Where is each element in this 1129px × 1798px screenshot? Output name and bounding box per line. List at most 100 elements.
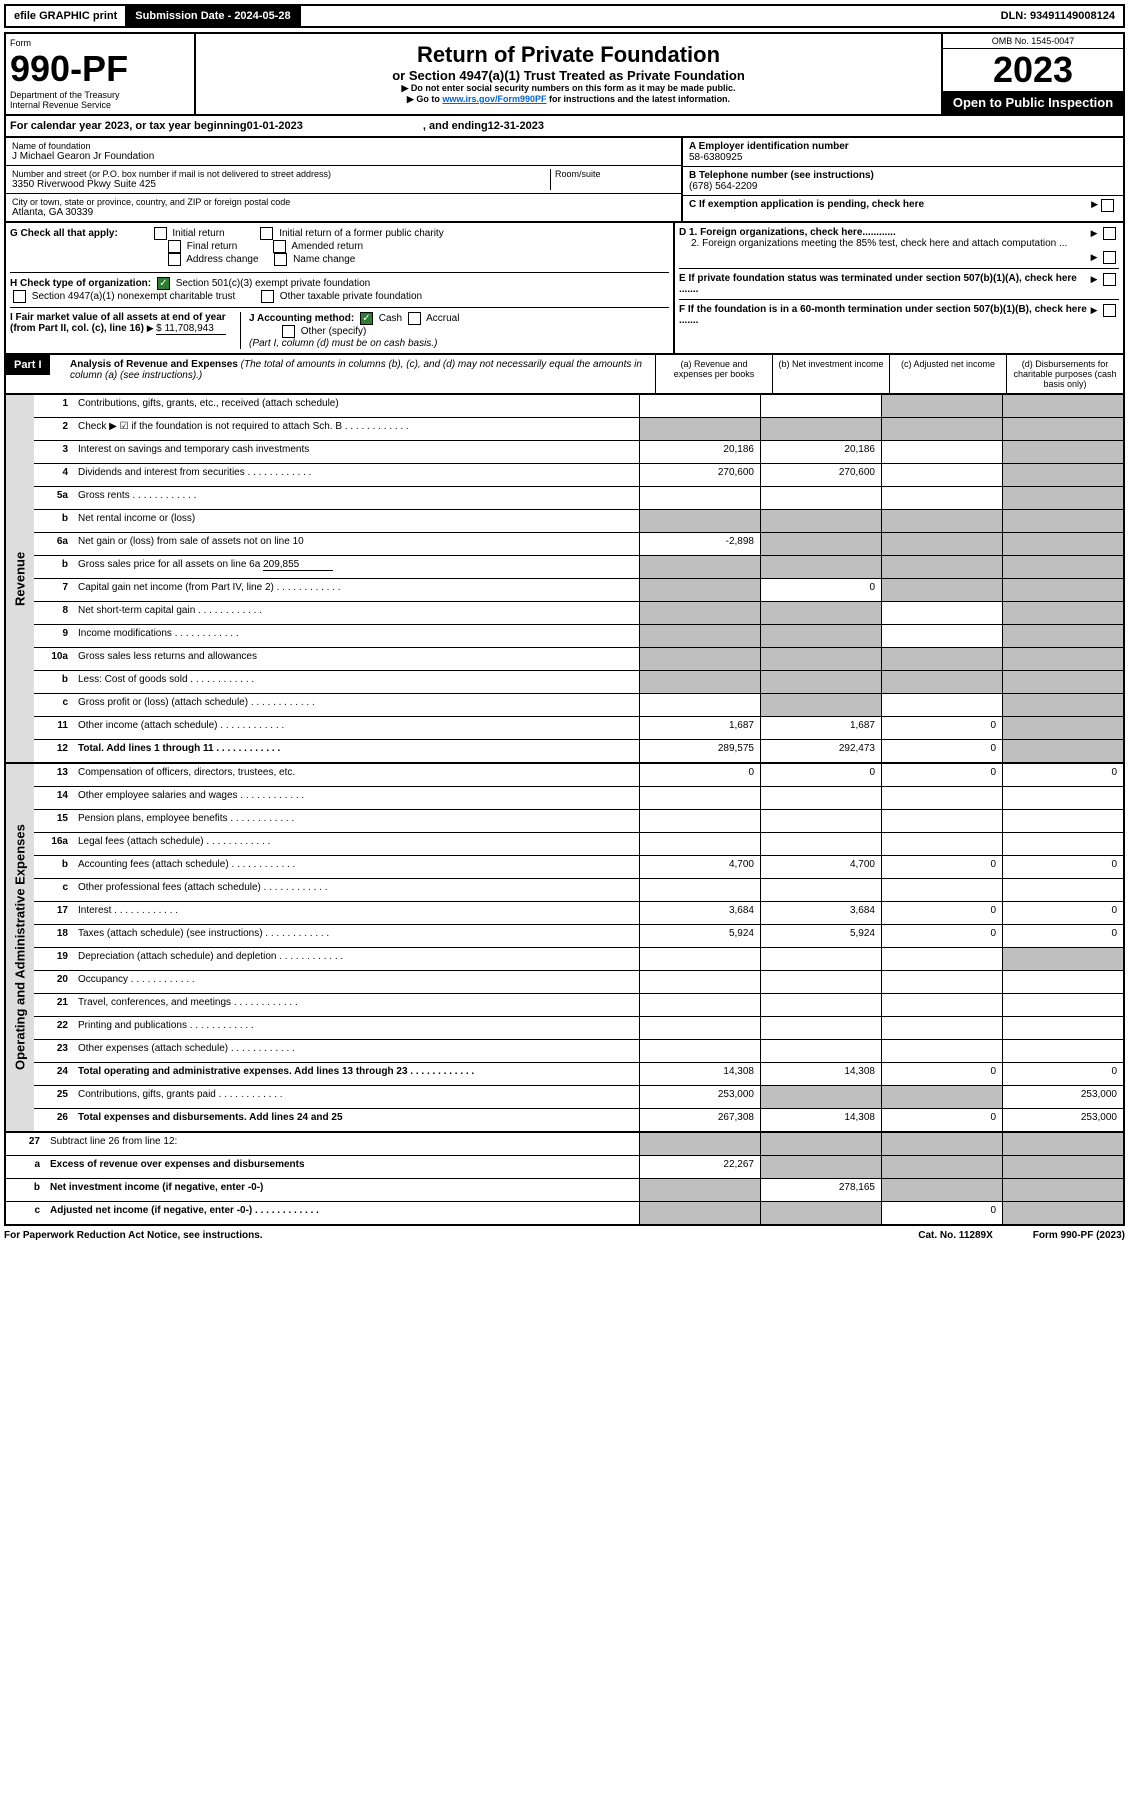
value-cell [760, 810, 881, 832]
line-desc: Less: Cost of goods sold [74, 671, 639, 693]
table-row: aExcess of revenue over expenses and dis… [6, 1156, 1123, 1179]
d2-label: 2. Foreign organizations meeting the 85%… [679, 238, 1091, 249]
table-row: 11Other income (attach schedule)1,6871,6… [34, 717, 1123, 740]
name-change-cb[interactable] [274, 253, 287, 266]
table-row: cOther professional fees (attach schedul… [34, 879, 1123, 902]
other-method-cb[interactable] [282, 325, 295, 338]
grey-cell [760, 1202, 881, 1224]
line-desc: Other expenses (attach schedule) [74, 1040, 639, 1062]
open-inspection: Open to Public Inspection [943, 91, 1123, 114]
line-desc: Income modifications [74, 625, 639, 647]
omb-number: OMB No. 1545-0047 [943, 34, 1123, 49]
value-cell: 0 [1002, 925, 1123, 947]
d1-cb[interactable] [1103, 227, 1116, 240]
value-cell: 253,000 [639, 1086, 760, 1108]
value-cell [881, 464, 1002, 486]
grey-cell [760, 533, 881, 555]
value-cell [639, 994, 760, 1016]
line-desc: Interest [74, 902, 639, 924]
pra-notice: For Paperwork Reduction Act Notice, see … [4, 1230, 263, 1241]
value-cell: 0 [881, 1109, 1002, 1131]
line-number: a [6, 1156, 46, 1178]
table-row: 24Total operating and administrative exp… [34, 1063, 1123, 1086]
final-return-cb[interactable] [168, 240, 181, 253]
value-cell: 0 [881, 1202, 1002, 1224]
value-cell: 5,924 [639, 925, 760, 947]
value-cell: 0 [1002, 856, 1123, 878]
line-desc: Taxes (attach schedule) (see instruction… [74, 925, 639, 947]
cash-cb[interactable] [360, 312, 373, 325]
line-number: 6a [34, 533, 74, 555]
grey-cell [1002, 395, 1123, 417]
value-cell: 0 [881, 902, 1002, 924]
table-row: 27Subtract line 26 from line 12: [6, 1133, 1123, 1156]
value-cell [881, 625, 1002, 647]
f-cb[interactable] [1103, 304, 1116, 317]
value-cell [639, 948, 760, 970]
f-label: F If the foundation is in a 60-month ter… [679, 304, 1091, 326]
line-number: 14 [34, 787, 74, 809]
line-number: 24 [34, 1063, 74, 1085]
value-cell [1002, 994, 1123, 1016]
form-note2: ▶ Go to www.irs.gov/Form990PF for instru… [204, 94, 933, 105]
room-label: Room/suite [555, 169, 675, 179]
c-checkbox[interactable] [1101, 199, 1114, 212]
initial-return-cb[interactable] [154, 227, 167, 240]
line-desc: Net gain or (loss) from sale of assets n… [74, 533, 639, 555]
grey-cell [760, 418, 881, 440]
line-number: 8 [34, 602, 74, 624]
grey-cell [639, 1133, 760, 1155]
d2-cb[interactable] [1103, 251, 1116, 264]
table-row: 22Printing and publications [34, 1017, 1123, 1040]
part1-header: Part I Analysis of Revenue and Expenses … [4, 355, 1125, 395]
grey-cell [1002, 694, 1123, 716]
value-cell: 1,687 [760, 717, 881, 739]
table-row: bNet investment income (if negative, ent… [6, 1179, 1123, 1202]
year-begin: 01-01-2023 [247, 120, 303, 132]
value-cell: 0 [1002, 1063, 1123, 1085]
line-desc: Other professional fees (attach schedule… [74, 879, 639, 901]
ein-value: 58-6380925 [689, 152, 1117, 163]
name-label: Name of foundation [12, 141, 675, 151]
value-cell: 0 [760, 579, 881, 601]
e-cb[interactable] [1103, 273, 1116, 286]
value-cell: 253,000 [1002, 1086, 1123, 1108]
value-cell [760, 948, 881, 970]
line-number: b [34, 671, 74, 693]
initial-former-cb[interactable] [260, 227, 273, 240]
line-desc: Check ▶ ☑ if the foundation is not requi… [74, 418, 639, 440]
year-end: 12-31-2023 [488, 120, 544, 132]
form-ref: Form 990-PF (2023) [1033, 1230, 1125, 1241]
form990pf-link[interactable]: www.irs.gov/Form990PF [442, 94, 546, 104]
value-cell [881, 1017, 1002, 1039]
501c3-cb[interactable] [157, 277, 170, 290]
line-number: 18 [34, 925, 74, 947]
value-cell: 20,186 [760, 441, 881, 463]
line-number: 17 [34, 902, 74, 924]
value-cell [881, 948, 1002, 970]
address-change-cb[interactable] [168, 253, 181, 266]
form-number: 990-PF [10, 48, 190, 90]
line-number: c [6, 1202, 46, 1224]
grey-cell [881, 556, 1002, 578]
accrual-cb[interactable] [408, 312, 421, 325]
line-number: 26 [34, 1109, 74, 1131]
grey-cell [639, 648, 760, 670]
4947-cb[interactable] [13, 290, 26, 303]
line-desc: Other income (attach schedule) [74, 717, 639, 739]
value-cell: 0 [881, 764, 1002, 786]
line-desc: Net rental income or (loss) [74, 510, 639, 532]
table-row: bGross sales price for all assets on lin… [34, 556, 1123, 579]
value-cell [760, 787, 881, 809]
grey-cell [639, 556, 760, 578]
addr-label: Number and street (or P.O. box number if… [12, 169, 550, 179]
amended-return-cb[interactable] [273, 240, 286, 253]
value-cell [760, 971, 881, 993]
other-taxable-cb[interactable] [261, 290, 274, 303]
value-cell [1002, 1040, 1123, 1062]
table-row: 6aNet gain or (loss) from sale of assets… [34, 533, 1123, 556]
line-desc: Compensation of officers, directors, tru… [74, 764, 639, 786]
value-cell: 253,000 [1002, 1109, 1123, 1131]
grey-cell [1002, 648, 1123, 670]
grey-cell [639, 1202, 760, 1224]
